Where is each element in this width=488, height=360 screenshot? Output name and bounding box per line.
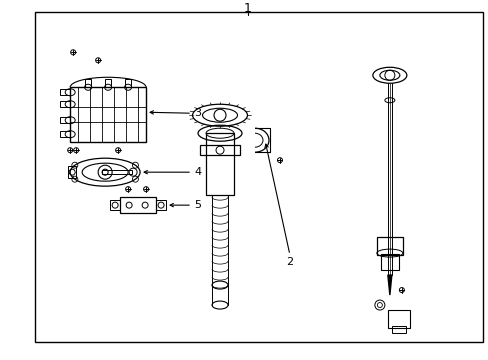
Bar (60, 89, 70, 95)
Text: 4: 4 (194, 167, 201, 177)
Bar (205, 133, 234, 195)
Bar (68, 166, 76, 178)
Bar (110, 200, 120, 210)
Bar (60, 131, 70, 137)
Text: 3: 3 (194, 108, 201, 118)
Bar (85, 79, 91, 87)
Bar (376, 237, 402, 255)
Bar (70, 87, 146, 142)
Text: 2: 2 (286, 257, 293, 267)
Bar (102, 170, 132, 174)
Text: 5: 5 (194, 200, 201, 210)
Bar (120, 197, 156, 213)
Bar (391, 326, 405, 333)
Bar (105, 79, 111, 87)
Polygon shape (387, 275, 391, 295)
Bar (380, 254, 398, 270)
Bar (60, 117, 70, 123)
Bar (200, 145, 240, 155)
Bar (387, 310, 409, 328)
Bar (156, 200, 166, 210)
Bar (125, 79, 131, 87)
Text: 1: 1 (244, 2, 251, 15)
Bar (60, 101, 70, 107)
